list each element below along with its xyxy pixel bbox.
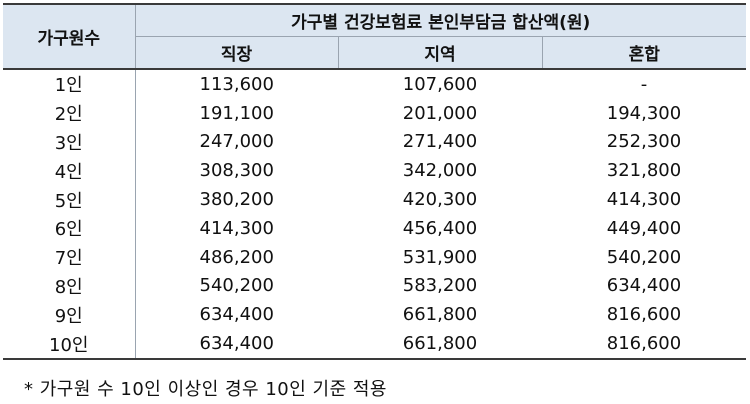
- mixed-value-cell: 816,600: [606, 304, 682, 326]
- table-row: 7인 486,200 531,900 540,200: [3, 242, 746, 272]
- regional-value-cell: 107,600: [402, 73, 478, 95]
- regional-value-cell: 420,300: [402, 189, 478, 211]
- mixed-value-cell: -: [640, 73, 648, 95]
- workplace-value-cell: 414,300: [199, 217, 274, 239]
- mixed-value-cell: 321,800: [606, 160, 682, 182]
- mixed-value-cell: 634,400: [606, 275, 682, 297]
- mixed-value-cell: 194,300: [606, 102, 682, 124]
- mixed-value-cell: 540,200: [606, 246, 682, 268]
- workplace-value-cell: 540,200: [199, 275, 274, 297]
- household-size-cell: 3인: [3, 127, 136, 157]
- workplace-value-cell: 380,200: [199, 189, 274, 211]
- table-row: 8인 540,200 583,200 634,400: [3, 271, 746, 301]
- regional-value-cell: 661,800: [402, 304, 478, 326]
- regional-value-cell: 661,800: [338, 329, 542, 360]
- mixed-value-cell: 816,600: [542, 329, 747, 360]
- workplace-value-cell: 191,100: [199, 102, 274, 124]
- household-size-cell: 4인: [3, 156, 136, 186]
- regional-value-cell: 201,000: [402, 102, 478, 124]
- workplace-value-cell: 308,300: [199, 160, 274, 182]
- table-row: 4인 308,300 342,000 321,800: [3, 156, 746, 186]
- column-header-mixed: 혼합: [541, 36, 747, 70]
- table-body: 1인 113,600 107,600 - 2인 191,100 201,000 …: [3, 69, 747, 360]
- regional-value-cell: 583,200: [402, 275, 478, 297]
- mixed-value-cell: 449,400: [606, 217, 682, 239]
- workplace-value-cell: 486,200: [199, 246, 274, 268]
- household-size-cell: 9인: [3, 300, 136, 330]
- household-size-cell: 6인: [3, 213, 136, 243]
- household-size-cell: 7인: [3, 242, 136, 272]
- table-row: 9인 634,400 661,800 816,600: [3, 300, 746, 330]
- table-row: 2인 191,100 201,000 194,300: [3, 98, 746, 128]
- mixed-value-cell: 414,300: [606, 189, 682, 211]
- regional-value-cell: 456,400: [402, 217, 478, 239]
- table-row: 6인 414,300 456,400 449,400: [3, 213, 746, 243]
- workplace-value-cell: 113,600: [199, 73, 274, 95]
- household-size-cell: 10인: [3, 329, 136, 360]
- regional-value-cell: 271,400: [402, 131, 478, 153]
- household-size-cell: 2인: [3, 98, 136, 128]
- mixed-value-cell: 252,300: [606, 131, 682, 153]
- premium-table: 가구원수 가구별 건강보험료 본인부담금 합산액(원) 직장 지역 혼합 1인 …: [3, 3, 747, 360]
- regional-value-cell: 531,900: [402, 246, 478, 268]
- workplace-value-cell: 247,000: [199, 131, 274, 153]
- table-row: 10인 634,400 661,800 816,600: [3, 329, 747, 360]
- table-header: 가구원수 가구별 건강보험료 본인부담금 합산액(원) 직장 지역 혼합: [3, 3, 747, 70]
- column-header-regional: 지역: [337, 36, 543, 70]
- table-row: 3인 247,000 271,400 252,300: [3, 127, 746, 157]
- workplace-value-cell: 634,400: [135, 329, 338, 360]
- premium-group-header: 가구별 건강보험료 본인부담금 합산액(원): [134, 3, 747, 37]
- column-header-workplace: 직장: [134, 36, 339, 70]
- footnote: * 가구원 수 10인 이상인 경우 10인 기준 적용: [24, 379, 387, 400]
- household-size-cell: 8인: [3, 271, 136, 301]
- household-size-cell: 5인: [3, 185, 136, 214]
- household-size-cell: 1인: [3, 69, 136, 99]
- workplace-value-cell: 634,400: [199, 304, 274, 326]
- household-size-header: 가구원수: [3, 3, 136, 70]
- regional-value-cell: 342,000: [402, 160, 478, 182]
- table-row: 5인 380,200 420,300 414,300: [3, 185, 746, 214]
- table-row: 1인 113,600 107,600 -: [3, 69, 746, 99]
